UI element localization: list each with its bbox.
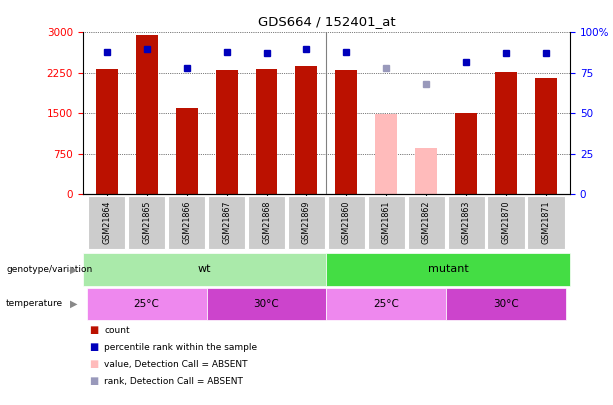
Text: GSM21866: GSM21866 xyxy=(182,201,191,245)
Bar xyxy=(455,113,477,194)
Bar xyxy=(135,34,158,194)
Text: mutant: mutant xyxy=(428,264,468,274)
Text: ■: ■ xyxy=(89,359,98,369)
Text: ■: ■ xyxy=(89,342,98,352)
Bar xyxy=(415,148,437,194)
Text: percentile rank within the sample: percentile rank within the sample xyxy=(104,343,257,352)
Text: count: count xyxy=(104,326,130,335)
Text: GSM21871: GSM21871 xyxy=(542,201,550,245)
Text: rank, Detection Call = ABSENT: rank, Detection Call = ABSENT xyxy=(104,377,243,386)
Text: GSM21868: GSM21868 xyxy=(262,201,271,245)
Text: GSM21869: GSM21869 xyxy=(302,201,311,245)
Text: 25°C: 25°C xyxy=(134,299,159,309)
Text: GSM21861: GSM21861 xyxy=(382,201,391,245)
Text: GSM21870: GSM21870 xyxy=(501,201,511,245)
Text: 25°C: 25°C xyxy=(373,299,399,309)
Bar xyxy=(256,69,278,194)
Text: GSM21863: GSM21863 xyxy=(462,201,471,245)
Bar xyxy=(176,108,197,194)
Bar xyxy=(96,69,118,194)
Text: GSM21862: GSM21862 xyxy=(422,201,431,245)
Text: ▶: ▶ xyxy=(70,299,77,309)
Text: ■: ■ xyxy=(89,325,98,335)
Text: 30°C: 30°C xyxy=(254,299,280,309)
Text: value, Detection Call = ABSENT: value, Detection Call = ABSENT xyxy=(104,360,248,369)
Text: wt: wt xyxy=(198,264,211,274)
Bar xyxy=(375,114,397,194)
Text: GSM21865: GSM21865 xyxy=(142,201,151,245)
Bar xyxy=(535,78,557,194)
Text: 30°C: 30°C xyxy=(493,299,519,309)
Text: GSM21860: GSM21860 xyxy=(342,201,351,245)
Bar xyxy=(295,66,318,194)
Bar xyxy=(495,72,517,194)
Text: GSM21867: GSM21867 xyxy=(222,201,231,245)
Text: ■: ■ xyxy=(89,376,98,386)
Bar xyxy=(335,70,357,194)
Bar xyxy=(216,70,238,194)
Text: temperature: temperature xyxy=(6,299,63,308)
Text: GSM21864: GSM21864 xyxy=(102,201,111,245)
Text: ▶: ▶ xyxy=(70,264,77,274)
Text: genotype/variation: genotype/variation xyxy=(6,265,93,274)
Title: GDS664 / 152401_at: GDS664 / 152401_at xyxy=(257,15,395,28)
